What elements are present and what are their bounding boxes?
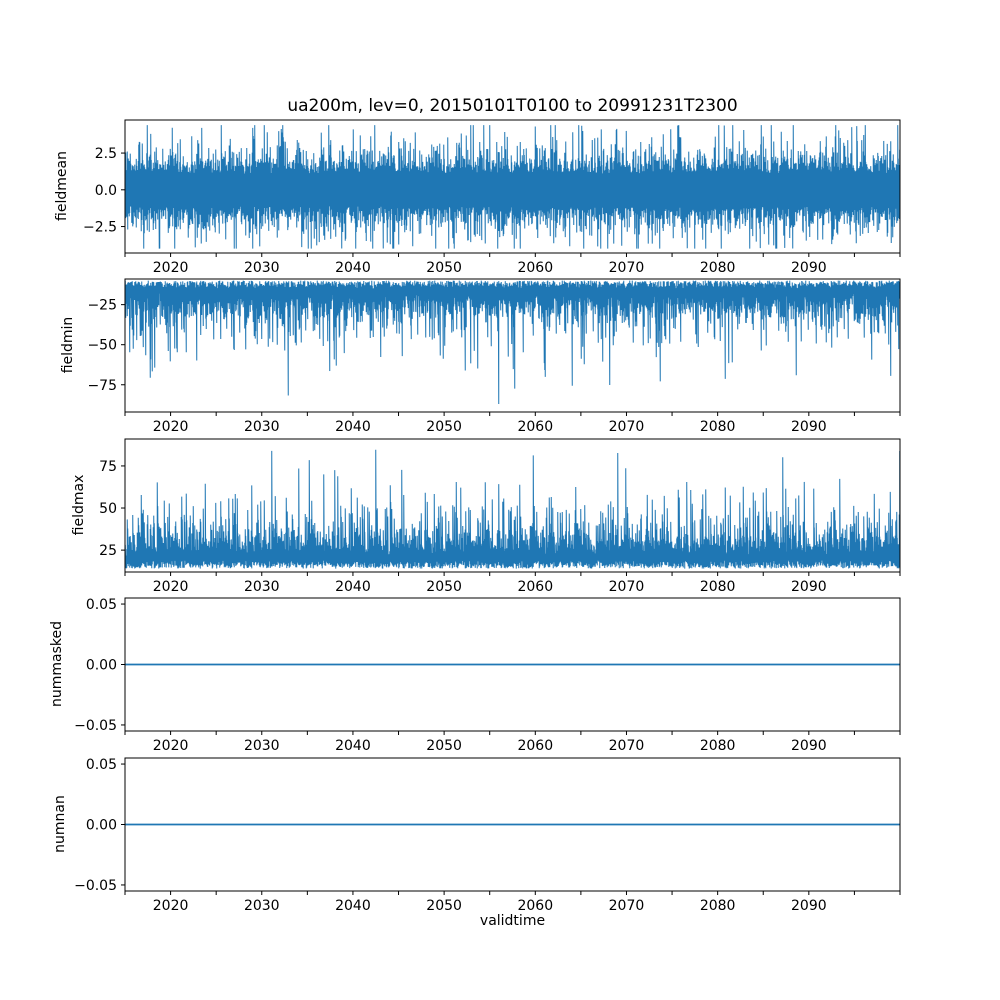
axes-frame xyxy=(124,278,901,413)
y-tick-label: 0.0 xyxy=(95,183,117,199)
ylabel-nummasked: nummasked xyxy=(49,620,65,708)
x-tick-label: 2030 xyxy=(244,260,280,276)
x-tick-label: 2050 xyxy=(426,260,462,276)
subplot-numnan: 2020 2030 2040 2050 2060 2070 2080 2090 0.05 0.00… xyxy=(74,757,901,914)
y-tick-label: −50 xyxy=(87,338,117,354)
x-tick-label: 2080 xyxy=(700,738,736,754)
x-tick-label: 2030 xyxy=(244,738,280,754)
subplot-fieldmin: 2020 2030 2040 2050 2060 2070 2080 2090 −25 −50 −7… xyxy=(87,278,901,435)
x-tick-label: 2090 xyxy=(791,579,827,595)
x-tick-label: 2030 xyxy=(244,419,280,435)
x-tick-label: 2040 xyxy=(335,579,371,595)
x-tick-label: 2040 xyxy=(335,738,371,754)
y-tick-label: −25 xyxy=(87,298,117,314)
x-tick-label: 2040 xyxy=(335,419,371,435)
x-tick-label: 2090 xyxy=(791,898,827,914)
y-tick-label: 25 xyxy=(99,543,117,559)
x-tick-label: 2040 xyxy=(335,260,371,276)
y-tick-label: −75 xyxy=(87,378,117,394)
subplot-fieldmean: 2020 2030 2040 2050 2060 2070 2080 2090 2.5 0.0 −2… xyxy=(83,119,901,276)
x-tick-label: 2090 xyxy=(791,260,827,276)
x-tick-label: 2050 xyxy=(426,419,462,435)
x-tick-label: 2060 xyxy=(517,898,553,914)
subplot-nummasked: 2020 2030 2040 2050 2060 2070 2080 2090 0.05 0.00… xyxy=(74,597,901,754)
axes-frame xyxy=(124,119,901,254)
y-tick-label: 0.00 xyxy=(86,658,117,674)
x-tick-label: 2080 xyxy=(700,898,736,914)
x-tick-label: 2090 xyxy=(791,419,827,435)
series-line-fieldmean xyxy=(124,125,901,249)
x-tick-label: 2050 xyxy=(426,738,462,754)
y-tick-label: 50 xyxy=(99,501,117,517)
x-tick-label: 2020 xyxy=(153,738,189,754)
subplot-fieldmax: 2020 2030 2040 2050 2060 2070 2080 2090 75 50 25 xyxy=(99,438,901,595)
y-tick-label: −0.05 xyxy=(74,878,117,894)
ylabel-fieldmin: fieldmin xyxy=(60,316,76,374)
x-tick-label: 2070 xyxy=(609,260,645,276)
ylabel-numnan: numnan xyxy=(52,795,68,853)
y-tick-label: −2.5 xyxy=(83,220,117,236)
y-tick-label: 0.05 xyxy=(86,757,117,773)
x-axis-label: validtime xyxy=(479,913,546,929)
x-tick-label: 2060 xyxy=(517,579,553,595)
x-tick-label: 2060 xyxy=(517,260,553,276)
x-tick-label: 2080 xyxy=(700,579,736,595)
y-tick-label: 0.05 xyxy=(86,597,117,613)
x-tick-label: 2070 xyxy=(609,419,645,435)
x-tick-label: 2090 xyxy=(791,738,827,754)
x-tick-label: 2070 xyxy=(609,738,645,754)
x-tick-label: 2070 xyxy=(609,579,645,595)
x-tick-label: 2020 xyxy=(153,419,189,435)
x-tick-label: 2030 xyxy=(244,898,280,914)
ylabel-fieldmax: fieldmax xyxy=(71,474,87,536)
axes-frame xyxy=(124,438,901,573)
x-tick-label: 2040 xyxy=(335,898,371,914)
x-tick-label: 2070 xyxy=(609,898,645,914)
y-tick-label: 75 xyxy=(99,459,117,475)
x-tick-label: 2050 xyxy=(426,579,462,595)
x-tick-label: 2080 xyxy=(700,260,736,276)
y-tick-label: −0.05 xyxy=(74,718,117,734)
ylabel-fieldmean: fieldmean xyxy=(54,151,70,221)
x-tick-label: 2030 xyxy=(244,579,280,595)
x-tick-label: 2080 xyxy=(700,419,736,435)
x-tick-label: 2050 xyxy=(426,898,462,914)
x-tick-label: 2020 xyxy=(153,579,189,595)
x-tick-label: 2020 xyxy=(153,260,189,276)
series-line-fieldmax xyxy=(124,449,901,569)
x-tick-label: 2020 xyxy=(153,898,189,914)
x-tick-label: 2060 xyxy=(517,738,553,754)
y-tick-label: 0.00 xyxy=(86,818,117,834)
y-tick-label: 2.5 xyxy=(95,146,117,162)
x-tick-label: 2060 xyxy=(517,419,553,435)
figure-title: ua200m, lev=0, 20150101T0100 to 20991231… xyxy=(287,96,738,116)
series-line-fieldmin xyxy=(124,280,901,404)
